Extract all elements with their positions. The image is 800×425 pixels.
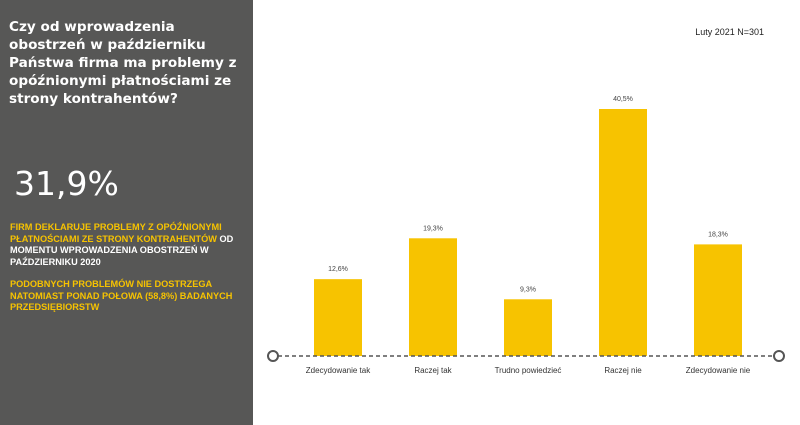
category-label-3: Trudno powiedzieć bbox=[495, 366, 562, 375]
data-label-5: 18,3% bbox=[708, 231, 728, 238]
labels-group: 12,6% Zdecydowanie tak 19,3% Raczej tak 9,3%… bbox=[306, 96, 751, 375]
axis-end-marker bbox=[773, 350, 785, 362]
left-panel: Czy od wprowadzenia obostrzeń w paździer… bbox=[0, 0, 253, 425]
bar-5 bbox=[694, 244, 742, 356]
bars-group bbox=[314, 109, 742, 356]
secondary-statistic-note: PODOBNYCH PROBLEMÓW NIE DOSTRZEGA NATOMI… bbox=[10, 279, 233, 312]
category-label-4: Raczej nie bbox=[604, 366, 642, 375]
bar-4 bbox=[599, 109, 647, 356]
axis-start-marker bbox=[267, 350, 279, 362]
survey-date-sample: Luty 2021 N=301 bbox=[695, 27, 764, 37]
bar-1 bbox=[314, 279, 362, 356]
data-label-3: 9,3% bbox=[520, 286, 536, 293]
bar-2 bbox=[409, 238, 457, 356]
category-label-1: Zdecydowanie tak bbox=[306, 366, 371, 375]
data-label-4: 40,5% bbox=[613, 96, 633, 103]
x-axis bbox=[267, 350, 785, 362]
statistic-description: FIRM DEKLARUJE PROBLEMY Z OPÓŹNIONYMI PŁ… bbox=[10, 222, 250, 268]
bar-chart: 12,6% Zdecydowanie tak 19,3% Raczej tak 9,3%… bbox=[267, 96, 785, 375]
data-label-1: 12,6% bbox=[328, 266, 348, 273]
category-label-2: Raczej tak bbox=[414, 366, 452, 375]
key-statistic: 31,9% bbox=[14, 164, 119, 203]
data-label-2: 19,3% bbox=[423, 225, 443, 232]
statistic-description-highlight: FIRM DEKLARUJE PROBLEMY Z OPÓŹNIONYMI PŁ… bbox=[10, 222, 222, 244]
statistic-description-rest: OD MOMENTU WPROWADZENIA OBOSTRZEŃ W PAŹD… bbox=[10, 233, 234, 267]
survey-question: Czy od wprowadzenia obostrzeń w paździer… bbox=[9, 19, 237, 107]
category-label-5: Zdecydowanie nie bbox=[686, 366, 751, 375]
bar-3 bbox=[504, 299, 552, 356]
